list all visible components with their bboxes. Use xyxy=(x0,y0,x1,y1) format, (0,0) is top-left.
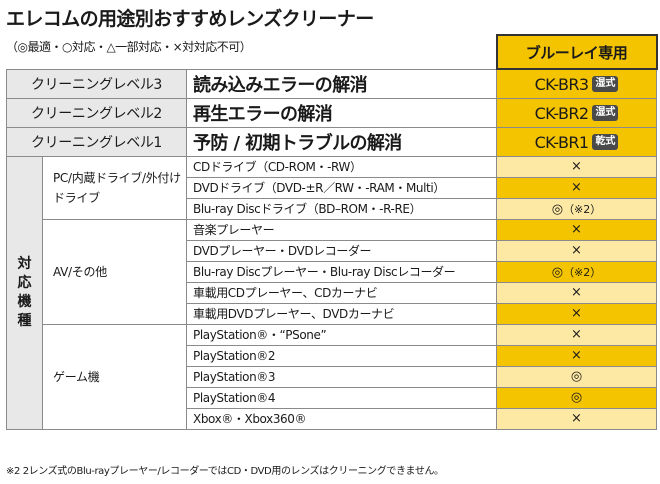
device-row: Xbox®・Xbox360® × xyxy=(7,407,657,430)
category-main-char: 機 xyxy=(17,293,32,310)
level-label: クリーニングレベル1 xyxy=(6,126,187,157)
level-product-cell: CK-BR2 湿式 xyxy=(496,97,657,128)
device-row: 対応機種 PC/内蔵ドライブ/外付けドライブ CDドライブ（CD-ROM・-RW） × xyxy=(6,155,657,430)
compatibility-cell: × xyxy=(496,218,657,241)
cleaning-type-badge: 乾式 xyxy=(592,134,619,150)
device-name: CDドライブ（CD-ROM・-RW） xyxy=(186,155,497,178)
level-label: クリーニングレベル3 xyxy=(6,68,187,99)
compatibility-mark: × xyxy=(571,285,582,300)
compatibility-mark: ◎ xyxy=(551,201,564,217)
device-name: PlayStation®2 xyxy=(186,344,497,367)
compatibility-cell: × xyxy=(496,302,657,325)
device-name: PlayStation®・“PSone” xyxy=(186,323,497,346)
compatibility-cell: × xyxy=(496,281,657,304)
compatibility-mark: × xyxy=(571,180,582,195)
device-row: ゲーム機 PlayStation®・“PSone” × xyxy=(7,323,657,430)
device-name: 車載用CDプレーヤー、CDカーナビ xyxy=(186,281,497,304)
product-name: CK-BR2 xyxy=(534,103,589,123)
device-row: DVDドライブ（DVD-±R／RW・-RAM・Multi） × xyxy=(7,176,657,199)
device-name: Blu-ray Discプレーヤー・Blu-ray Discレコーダー xyxy=(186,260,497,283)
level-row: クリーニングレベル2 再生エラーの解消 CK-BR2 湿式 xyxy=(6,97,657,128)
compatibility-cell: ◎（※2） xyxy=(496,197,657,220)
compatibility-cell: × xyxy=(496,239,657,262)
compatibility-mark: × xyxy=(571,348,582,363)
compatibility-mark: × xyxy=(571,243,582,258)
level-product-cell: CK-BR1 乾式 xyxy=(496,126,657,157)
device-group-label: PC/内蔵ドライブ/外付けドライブ xyxy=(42,155,187,220)
device-row: AV/その他 音楽プレーヤー × xyxy=(7,218,657,325)
level-product-cell: CK-BR3 湿式 xyxy=(496,68,657,99)
level-label: クリーニングレベル2 xyxy=(6,97,187,128)
level-description: 予防 / 初期トラブルの解消 xyxy=(186,126,497,157)
compatibility-cell: × xyxy=(496,176,657,199)
device-group-label: ゲーム機 xyxy=(42,323,187,430)
product-name: CK-BR3 xyxy=(534,74,589,94)
compatibility-cell: × xyxy=(496,407,657,430)
cleaning-type-badge: 湿式 xyxy=(592,76,619,93)
device-row: Blu-ray Discプレーヤー・Blu-ray Discレコーダー ◎（※2） xyxy=(7,260,657,283)
compatibility-cell: × xyxy=(496,323,657,346)
device-name: 音楽プレーヤー xyxy=(186,218,497,241)
legend-note: （◎最適・○対応・△一部対応・×対対応不可） xyxy=(6,40,252,54)
level-row: クリーニングレベル3 読み込みエラーの解消 CK-BR3 湿式 xyxy=(6,68,657,99)
category-main-char: 応 xyxy=(17,274,32,291)
compatibility-cell: × xyxy=(496,155,657,178)
footnote-ref: （※2） xyxy=(563,202,602,216)
device-row: PlayStation®3 ◎ xyxy=(7,365,657,388)
compatibility-mark: ◎ xyxy=(570,369,583,384)
category-main-char: 対 xyxy=(17,255,32,272)
footnote-ref: （※2） xyxy=(563,265,602,279)
compatibility-cell: × xyxy=(496,344,657,367)
device-name: PlayStation®3 xyxy=(186,365,497,388)
category-main-char: 種 xyxy=(17,312,32,329)
device-row: Blu-ray Discドライブ（BD–ROM・-R-RE） ◎（※2） xyxy=(7,197,657,220)
device-name: PlayStation®4 xyxy=(186,386,497,409)
compatibility-table: ブルーレイ専用 クリーニングレベル3 読み込みエラーの解消 CK-BR3 湿式 クリーニ… xyxy=(6,34,658,430)
device-name: DVDプレーヤー・DVDレコーダー xyxy=(186,239,497,262)
page-title: エレコムの用途別おすすめレンズクリーナー xyxy=(6,8,374,30)
footnote: ※2 2レンズ式のBlu-rayプレーヤー/レコーダーではCD・DVD用のレンズ… xyxy=(6,466,444,477)
compatibility-cell: ◎ xyxy=(496,365,657,388)
device-row: DVDプレーヤー・DVDレコーダー × xyxy=(7,239,657,262)
compatibility-mark: ◎ xyxy=(570,390,583,405)
product-column-header: ブルーレイ専用 xyxy=(495,34,658,70)
compatibility-mark: ◎ xyxy=(551,264,564,280)
level-description: 再生エラーの解消 xyxy=(186,97,497,128)
compatibility-mark: × xyxy=(571,411,582,426)
device-row: 車載用CDプレーヤー、CDカーナビ × xyxy=(7,281,657,304)
device-row: 車載用DVDプレーヤー、DVDカーナビ × xyxy=(7,302,657,325)
device-name: DVDドライブ（DVD-±R／RW・-RAM・Multi） xyxy=(186,176,497,199)
compatibility-mark: × xyxy=(571,222,582,237)
device-name: Blu-ray Discドライブ（BD–ROM・-R-RE） xyxy=(186,197,497,220)
compatibility-mark: × xyxy=(571,306,582,321)
header-row: ブルーレイ専用 xyxy=(7,34,658,70)
compatibility-cell: ◎（※2） xyxy=(496,260,657,283)
device-row: PlayStation®2 × xyxy=(7,344,657,367)
device-name: Xbox®・Xbox360® xyxy=(186,407,497,430)
category-main-label: 対応機種 xyxy=(6,155,43,430)
product-name: CK-BR1 xyxy=(534,132,589,152)
level-row: クリーニングレベル1 予防 / 初期トラブルの解消 CK-BR1 乾式 xyxy=(6,126,657,157)
cleaning-type-badge: 湿式 xyxy=(592,105,619,121)
compatibility-mark: × xyxy=(571,327,582,342)
compatibility-mark: × xyxy=(571,159,582,174)
compatibility-cell: ◎ xyxy=(496,386,657,409)
level-description: 読み込みエラーの解消 xyxy=(186,68,497,99)
device-group-label: AV/その他 xyxy=(42,218,187,325)
device-name: 車載用DVDプレーヤー、DVDカーナビ xyxy=(186,302,497,325)
